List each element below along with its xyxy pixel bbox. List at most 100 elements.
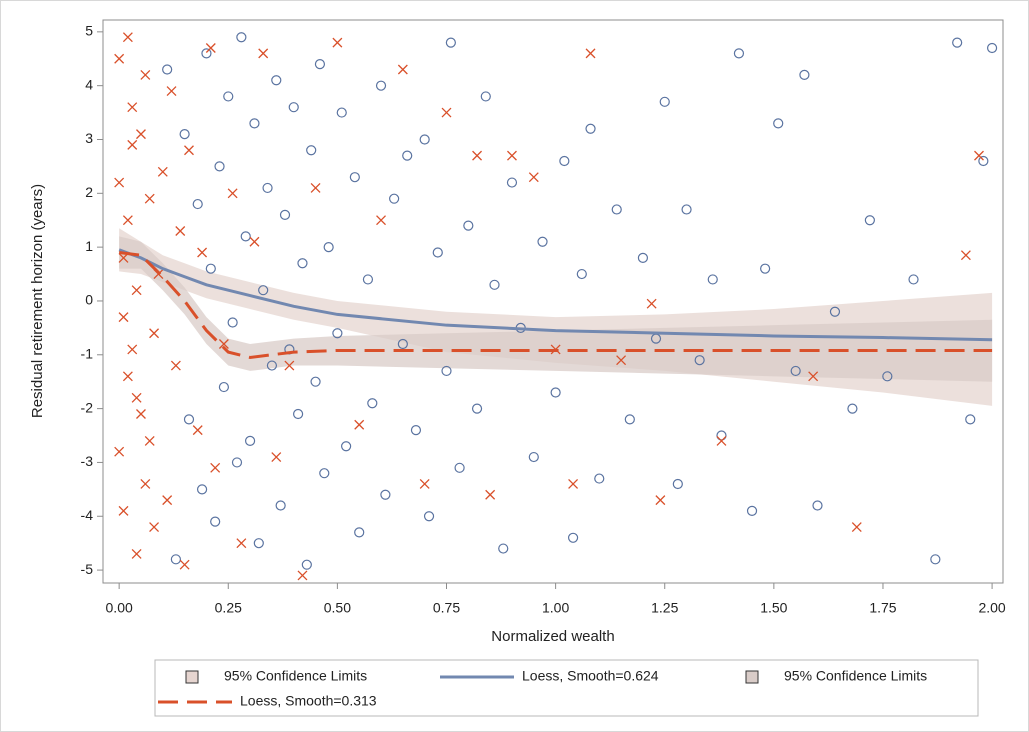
- point: [847, 403, 858, 414]
- point: [341, 441, 352, 452]
- y-tick-label: -4: [81, 507, 94, 523]
- point: [201, 48, 212, 59]
- legend-swatch: [745, 670, 759, 684]
- point: [196, 484, 208, 495]
- point: [249, 118, 260, 129]
- legend-label: 95% Confidence Limits: [224, 668, 367, 684]
- point: [349, 172, 360, 183]
- x-axis-label: Normalized wealth: [491, 628, 614, 645]
- point: [175, 226, 186, 236]
- point: [672, 478, 683, 490]
- y-tick-label: 2: [85, 184, 93, 200]
- point: [240, 231, 251, 242]
- point: [760, 263, 771, 274]
- point: [144, 193, 155, 204]
- x-tick-label: 0.75: [433, 600, 460, 616]
- point: [192, 198, 203, 210]
- point: [122, 215, 133, 226]
- point: [432, 247, 443, 258]
- point: [271, 75, 282, 86]
- x-tick-label: 1.25: [651, 600, 678, 616]
- point: [140, 479, 151, 489]
- point: [288, 102, 299, 113]
- point: [441, 107, 452, 118]
- point: [122, 32, 133, 43]
- y-tick-label: -1: [81, 345, 94, 361]
- point: [376, 215, 386, 226]
- point: [537, 236, 548, 247]
- legend-label: 95% Confidence Limits: [784, 668, 927, 684]
- point: [594, 473, 605, 484]
- point: [127, 139, 138, 150]
- point: [694, 355, 705, 366]
- point: [528, 172, 539, 183]
- point: [567, 532, 579, 543]
- y-tick-label: 3: [85, 130, 93, 146]
- point: [122, 371, 133, 382]
- point: [118, 312, 129, 323]
- point: [829, 306, 841, 317]
- point: [258, 285, 269, 296]
- point: [681, 204, 692, 215]
- x-tick-label: 1.75: [869, 600, 896, 616]
- point: [297, 258, 308, 269]
- point: [293, 408, 304, 420]
- point: [205, 43, 216, 53]
- point: [162, 495, 173, 506]
- legend-label: Loess, Smooth=0.624: [522, 668, 659, 684]
- point: [471, 403, 483, 414]
- point: [183, 414, 195, 425]
- point: [397, 338, 408, 350]
- point: [319, 468, 330, 479]
- point: [986, 42, 998, 54]
- point: [127, 102, 138, 113]
- x-tick-label: 1.00: [542, 600, 569, 616]
- point: [131, 548, 142, 559]
- point: [210, 462, 221, 473]
- point: [284, 360, 295, 371]
- x-tick-label: 1.50: [760, 600, 787, 616]
- point: [210, 516, 221, 527]
- point: [336, 107, 347, 118]
- loess-line: [118, 248, 993, 342]
- point: [297, 570, 308, 581]
- point: [655, 495, 666, 506]
- point: [114, 177, 125, 188]
- plot-border: [102, 19, 1004, 584]
- point: [380, 489, 391, 500]
- point: [397, 64, 408, 75]
- point: [170, 360, 181, 371]
- point: [550, 387, 561, 398]
- point: [310, 182, 321, 193]
- point: [258, 48, 269, 59]
- point: [136, 409, 146, 419]
- point: [118, 505, 129, 516]
- point: [799, 69, 810, 81]
- point: [952, 37, 963, 48]
- point: [301, 559, 312, 570]
- point: [179, 129, 190, 140]
- point: [236, 32, 247, 43]
- point: [908, 274, 919, 285]
- point: [149, 522, 160, 532]
- point: [249, 236, 260, 247]
- point: [472, 150, 483, 161]
- point: [131, 285, 142, 296]
- point: [184, 145, 194, 156]
- point: [218, 381, 230, 393]
- point: [266, 360, 278, 371]
- point: [192, 425, 203, 436]
- point: [851, 522, 862, 532]
- point: [354, 527, 365, 538]
- point: [362, 274, 374, 285]
- point: [808, 371, 819, 382]
- point: [279, 209, 291, 220]
- x-tick-label: 0.25: [215, 600, 242, 616]
- point: [773, 118, 784, 129]
- point: [746, 505, 758, 516]
- point: [576, 268, 587, 280]
- point: [659, 96, 670, 107]
- point: [157, 166, 168, 177]
- x-tick-label: 0.00: [106, 600, 133, 616]
